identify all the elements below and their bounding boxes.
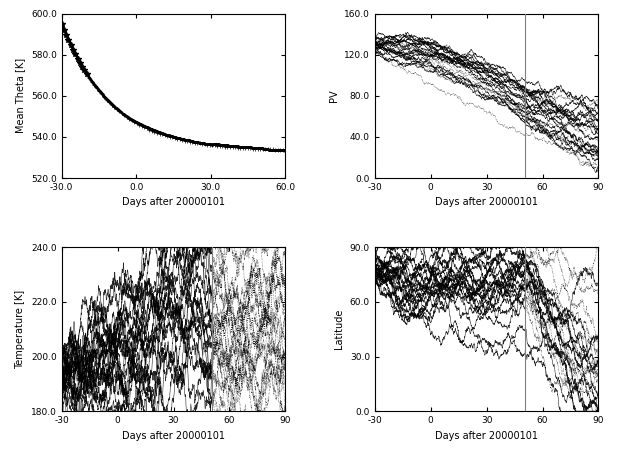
Y-axis label: PV: PV <box>328 90 339 102</box>
Y-axis label: Latitude: Latitude <box>334 309 344 349</box>
X-axis label: Days after 20000101: Days after 20000101 <box>122 430 225 441</box>
Y-axis label: Temperature [K]: Temperature [K] <box>15 290 25 369</box>
X-axis label: Days after 20000101: Days after 20000101 <box>435 430 538 441</box>
Y-axis label: Mean Theta [K]: Mean Theta [K] <box>15 58 25 133</box>
X-axis label: Days after 20000101: Days after 20000101 <box>122 197 225 207</box>
X-axis label: Days after 20000101: Days after 20000101 <box>435 197 538 207</box>
